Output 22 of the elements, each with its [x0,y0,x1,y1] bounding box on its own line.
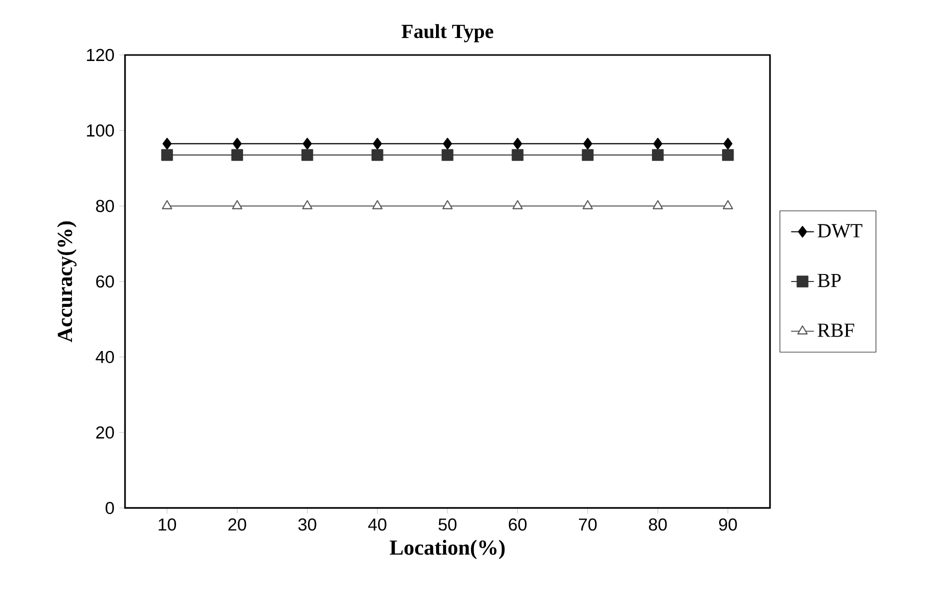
y-tick-label: 120 [87,48,114,62]
y-axis-title: Accuracy(%) [57,221,77,342]
legend-label: RBF [818,324,854,337]
x-tick-label: 30 [298,518,316,531]
x-tick-label: 70 [578,518,597,531]
x-tick-label: 90 [719,518,737,531]
y-tick-label: 60 [96,275,114,288]
y-tick-label: 100 [87,124,114,137]
y-tick-label: 20 [96,426,114,439]
legend-label: BP [818,274,841,288]
x-tick-label: 10 [158,518,176,531]
x-tick-label: 80 [648,518,667,531]
x-tick-label: 20 [228,518,246,531]
x-tick-label: 60 [508,518,527,531]
legend-label: DWT [818,224,862,238]
chart-title: Fault Type [402,24,494,42]
y-tick-label: 0 [106,502,114,514]
y-tick-label: 40 [96,350,114,364]
y-tick-label: 80 [96,200,114,212]
x-tick-label: 50 [438,518,456,531]
x-axis-title: Location(%) [390,540,505,560]
x-tick-label: 40 [368,518,386,531]
